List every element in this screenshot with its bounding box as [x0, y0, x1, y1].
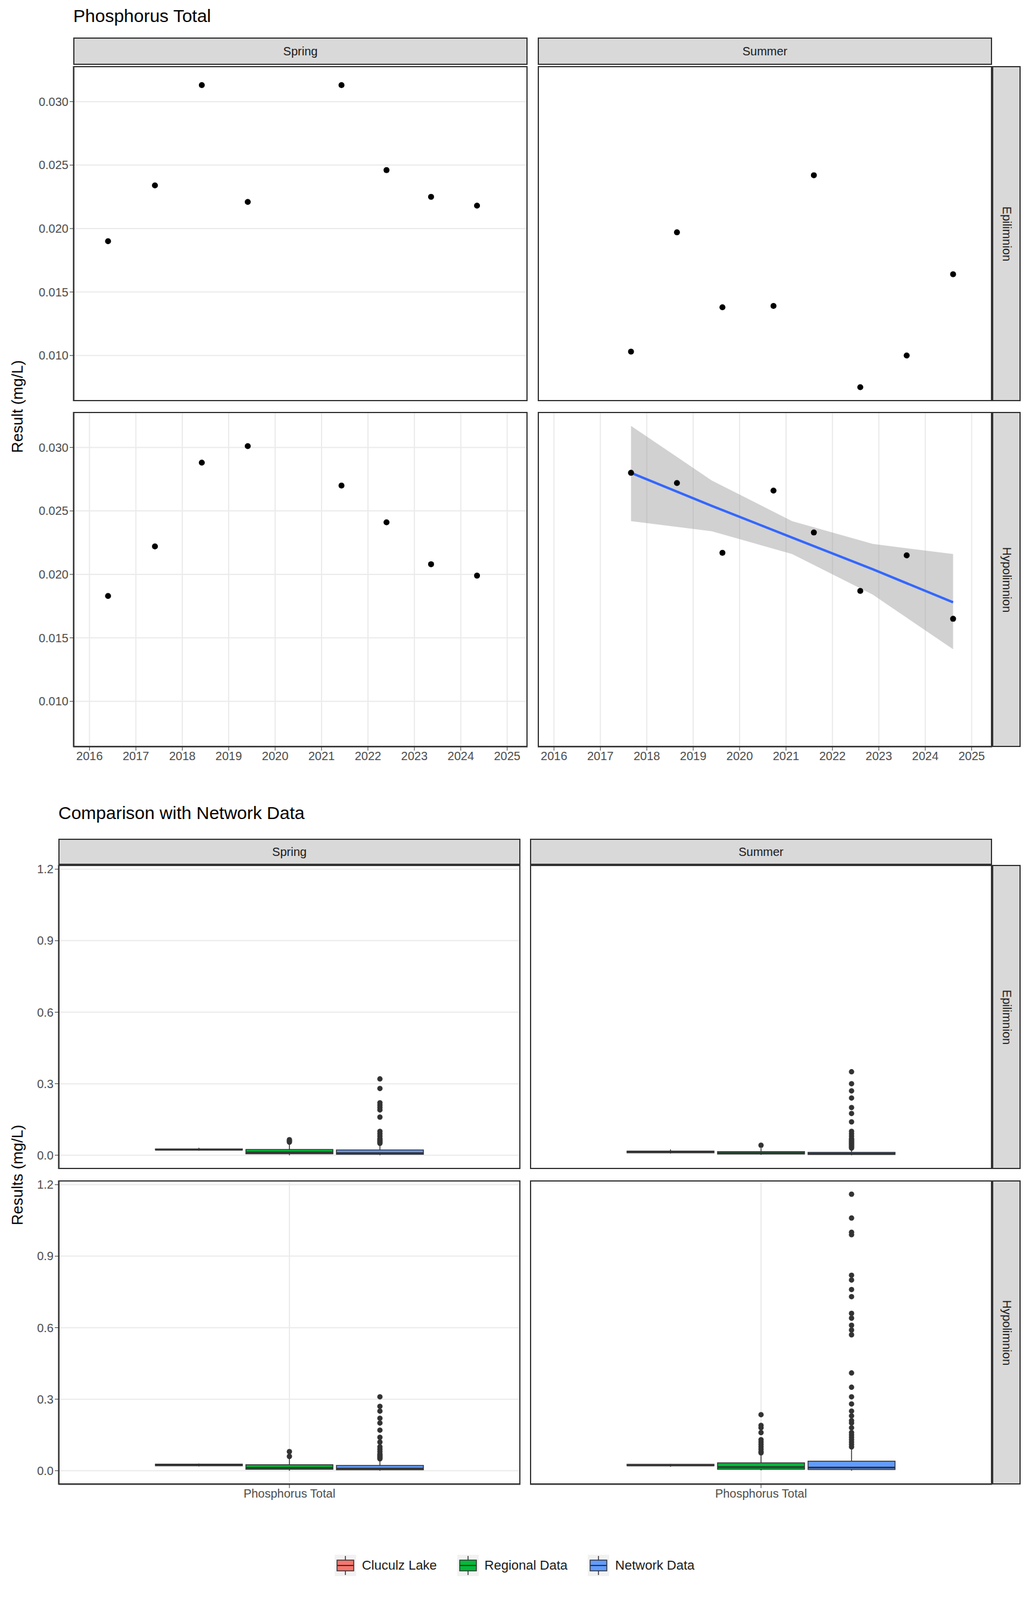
svg-text:Phosphorus Total: Phosphorus Total	[243, 1487, 336, 1501]
html-text:Comparison with Network Data: Comparison with Network Data	[58, 803, 305, 823]
svg-text:0.010: 0.010	[38, 348, 69, 363]
svg-text:0.9: 0.9	[36, 934, 54, 948]
svg-text:2021: 2021	[772, 749, 800, 763]
svg-text:0.025: 0.025	[38, 504, 69, 518]
svg-text:2023: 2023	[401, 749, 429, 763]
svg-text:0.030: 0.030	[38, 95, 69, 109]
svg-text:0.020: 0.020	[38, 568, 69, 582]
svg-text:0.025: 0.025	[38, 158, 69, 172]
svg-text:1.2: 1.2	[36, 1180, 54, 1192]
html-text:Results (mg/L): Results (mg/L)	[8, 1124, 26, 1226]
svg-text:2020: 2020	[726, 749, 754, 763]
svg-text:2018: 2018	[633, 749, 661, 763]
svg-text:0.3: 0.3	[36, 1393, 54, 1407]
html-text:Epilimnion: Epilimnion	[1000, 989, 1014, 1045]
svg-text:2022: 2022	[354, 749, 382, 763]
svg-text:Phosphorus Total: Phosphorus Total	[715, 1487, 807, 1501]
html-text:Hypolimnion: Hypolimnion	[1000, 1300, 1014, 1366]
html-text:Summer: Summer	[742, 44, 788, 58]
svg-text:0.015: 0.015	[38, 631, 69, 645]
svg-text:2017: 2017	[122, 749, 150, 763]
svg-text:1.2: 1.2	[36, 865, 54, 876]
svg-text:0.020: 0.020	[38, 222, 69, 236]
svg-text:0.0: 0.0	[36, 1149, 54, 1163]
svg-text:2016: 2016	[76, 749, 104, 763]
html-text:Cluculz Lake: Cluculz Lake	[361, 1558, 437, 1574]
svg-text:2016: 2016	[540, 749, 568, 763]
svg-text:0.9: 0.9	[36, 1249, 54, 1264]
svg-text:2021: 2021	[308, 749, 336, 763]
html-text:Result (mg/L): Result (mg/L)	[8, 360, 26, 454]
html-text:Phosphorus Total: Phosphorus Total	[73, 5, 211, 26]
svg-text:2025: 2025	[493, 749, 521, 763]
svg-text:0.0: 0.0	[36, 1464, 54, 1478]
svg-text:0.015: 0.015	[38, 285, 69, 299]
html-text:Summer: Summer	[738, 845, 784, 859]
html-text:Regional Data: Regional Data	[484, 1558, 568, 1574]
svg-text:0.6: 0.6	[36, 1006, 54, 1020]
svg-text:0.6: 0.6	[36, 1321, 54, 1336]
svg-text:2019: 2019	[215, 749, 243, 763]
svg-text:2022: 2022	[819, 749, 847, 763]
svg-text:0.010: 0.010	[38, 694, 69, 709]
svg-text:2020: 2020	[262, 749, 289, 763]
svg-text:2017: 2017	[587, 749, 614, 763]
svg-text:2023: 2023	[865, 749, 893, 763]
svg-text:2018: 2018	[169, 749, 196, 763]
svg-text:2024: 2024	[447, 749, 475, 763]
html-text:Spring: Spring	[283, 44, 318, 58]
svg-text:2024: 2024	[912, 749, 940, 763]
html-text:Network Data: Network Data	[615, 1558, 695, 1574]
html-text:Spring: Spring	[272, 845, 307, 859]
svg-text:2025: 2025	[958, 749, 985, 763]
svg-text:2019: 2019	[680, 749, 707, 763]
svg-text:0.030: 0.030	[38, 441, 69, 455]
html-text:Hypolimnion: Hypolimnion	[1000, 546, 1014, 613]
svg-text:0.3: 0.3	[36, 1077, 54, 1091]
html-text:Epilimnion: Epilimnion	[1000, 206, 1014, 262]
